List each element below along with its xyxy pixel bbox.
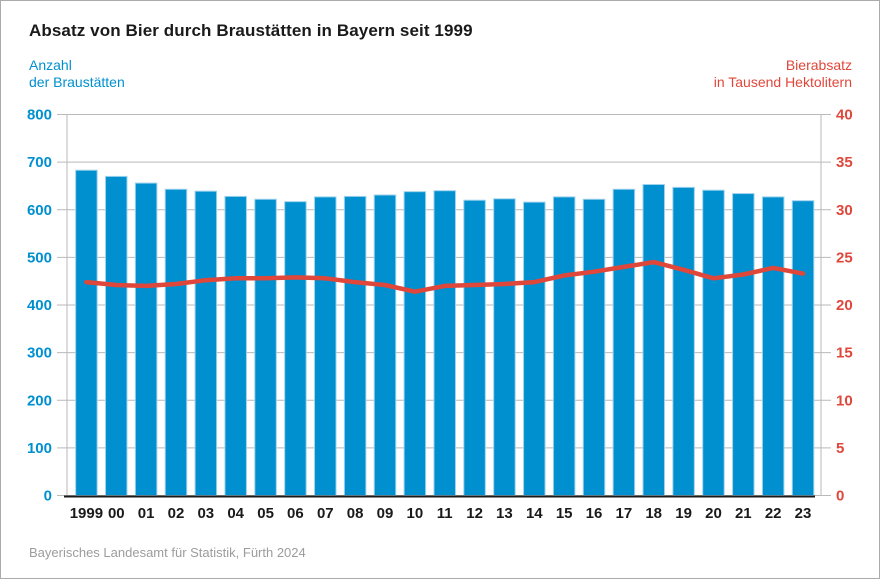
x-axis-label-02: 02	[168, 505, 185, 522]
x-axis-label-13: 13	[496, 505, 513, 522]
x-axis-label-23: 23	[795, 505, 812, 522]
left-axis-header: Anzahl der Braustätten	[29, 57, 125, 91]
left-axis-tick-label: 500	[27, 249, 52, 266]
left-axis-header-line2: der Braustätten	[29, 74, 125, 90]
left-axis-tick-label: 300	[27, 345, 52, 362]
x-axis-label-16: 16	[586, 505, 603, 522]
x-axis-label-10: 10	[407, 505, 424, 522]
bar-21	[732, 193, 755, 496]
bar-15	[552, 196, 576, 496]
x-axis-label-19: 19	[675, 505, 692, 522]
bar-06	[284, 201, 307, 496]
x-axis-label-06: 06	[287, 505, 304, 522]
source-footer: Bayerisches Landesamt für Statistik, Für…	[29, 545, 306, 560]
bar-22	[761, 196, 785, 496]
left-axis-tick-label: 700	[27, 154, 52, 171]
bar-12	[463, 199, 486, 496]
bar-10	[403, 191, 427, 496]
left-axis-tick-label: 600	[27, 202, 52, 219]
right-axis-tick-label: 20	[836, 297, 853, 314]
bar-00	[105, 175, 128, 496]
bar-03	[194, 190, 218, 496]
bar-20	[702, 189, 725, 496]
bar-13	[493, 198, 516, 497]
x-axis-label-08: 08	[347, 505, 364, 522]
x-axis-label-18: 18	[645, 505, 662, 522]
x-axis-label-09: 09	[377, 505, 394, 522]
bar-17	[612, 188, 636, 497]
x-axis-label-20: 20	[705, 505, 722, 522]
left-axis-header-line1: Anzahl	[29, 57, 72, 73]
x-axis-label-11: 11	[437, 505, 453, 522]
right-axis-header-line1: Bierabsatz	[785, 57, 852, 73]
right-axis-tick-label: 10	[836, 392, 853, 409]
left-axis-tick-label: 800	[27, 107, 52, 124]
left-axis-tick-label: 0	[44, 488, 52, 505]
x-axis-label-05: 05	[257, 505, 274, 522]
bar-18	[642, 184, 665, 496]
bar-07	[314, 196, 337, 496]
bar-05	[254, 198, 277, 497]
left-axis-tick-label: 200	[27, 392, 52, 409]
bar-09	[373, 194, 397, 497]
right-axis-header: Bierabsatz in Tausend Hektolitern	[714, 57, 852, 91]
left-axis-tick-label: 400	[27, 297, 52, 314]
x-axis-label-03: 03	[197, 505, 214, 522]
right-axis-header-line2: in Tausend Hektolitern	[713, 74, 852, 90]
x-axis-label-07: 07	[317, 505, 334, 522]
x-axis-label-01: 01	[138, 505, 155, 522]
bar-19	[672, 186, 695, 496]
x-axis-label-04: 04	[227, 505, 244, 522]
bar-04	[224, 195, 247, 496]
chart-title: Absatz von Bier durch Braustätten in Bay…	[29, 21, 473, 40]
right-axis-tick-label: 35	[836, 154, 853, 171]
bar-02	[164, 188, 188, 497]
bar-23	[791, 200, 815, 496]
x-axis-label-17: 17	[616, 505, 633, 522]
bar-01	[134, 182, 158, 497]
x-axis-label-21: 21	[735, 505, 752, 522]
bar-16	[582, 198, 606, 497]
x-axis-label-00: 00	[108, 505, 125, 522]
x-axis-label-15: 15	[556, 505, 573, 522]
bar-14	[523, 201, 546, 496]
bar-1999	[75, 169, 98, 496]
left-axis-tick-label: 100	[27, 440, 52, 457]
bar-08	[343, 195, 367, 496]
x-axis-label-22: 22	[765, 505, 782, 522]
x-axis-label-1999: 1999	[70, 505, 103, 522]
beer-sales-line	[84, 259, 806, 294]
bar-11	[433, 190, 456, 496]
right-axis-tick-label: 30	[836, 202, 853, 219]
right-axis-tick-label: 40	[836, 107, 853, 124]
right-axis-tick-label: 0	[836, 488, 844, 505]
x-axis-label-14: 14	[526, 505, 543, 522]
right-axis-tick-label: 25	[836, 249, 853, 266]
right-axis-tick-label: 15	[836, 345, 853, 362]
x-axis-label-12: 12	[466, 505, 483, 522]
right-axis-tick-label: 5	[836, 440, 844, 457]
